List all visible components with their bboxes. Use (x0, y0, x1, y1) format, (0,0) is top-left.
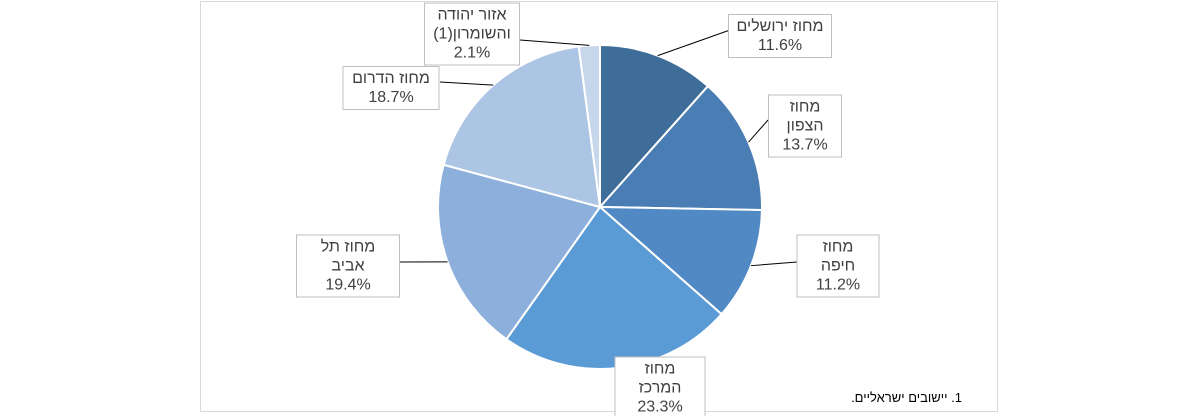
leader-line (750, 261, 798, 267)
data-label: אזור יהודה והשומרון(1) 2.1% (424, 2, 520, 66)
label-name: מחוז חיפה (820, 238, 856, 275)
label-name: מחוז המרכז (638, 360, 682, 397)
label-name: מחוז תל אביב (320, 238, 376, 275)
data-label: מחוז הדרום 18.7% (342, 66, 440, 110)
label-value: 11.2% (815, 276, 861, 294)
label-name: מחוז הצפון (786, 98, 824, 135)
data-label: מחוז תל אביב 19.4% (296, 234, 400, 298)
data-label: מחוז הצפון 13.7% (768, 94, 842, 158)
data-label: מחוז המרכז 23.3% (614, 356, 706, 416)
label-value: 23.3% (637, 398, 683, 416)
pie-slice (442, 45, 602, 209)
leader-line (439, 81, 494, 86)
data-label: מחוז ירושלים 11.6% (728, 14, 832, 58)
label-value: 13.7% (782, 136, 828, 154)
pie-slice (577, 43, 601, 208)
footnote: 1. יישובים ישראליים. (851, 390, 962, 405)
label-name: אזור יהודה והשומרון(1) (433, 6, 511, 43)
pie-slice (597, 205, 763, 316)
label-value: 19.4% (325, 276, 371, 294)
leader-line (748, 119, 769, 143)
pie-slice (437, 163, 602, 341)
label-name: מחוז ירושלים (736, 18, 824, 35)
label-name: מחוז הדרום (352, 70, 430, 87)
leader-line (657, 29, 731, 57)
label-value: 11.6% (757, 37, 803, 54)
leader-line (519, 39, 590, 46)
data-label: מחוז חיפה 11.2% (796, 234, 880, 298)
label-value: 18.7% (368, 89, 414, 106)
label-value: 2.1% (453, 44, 491, 62)
